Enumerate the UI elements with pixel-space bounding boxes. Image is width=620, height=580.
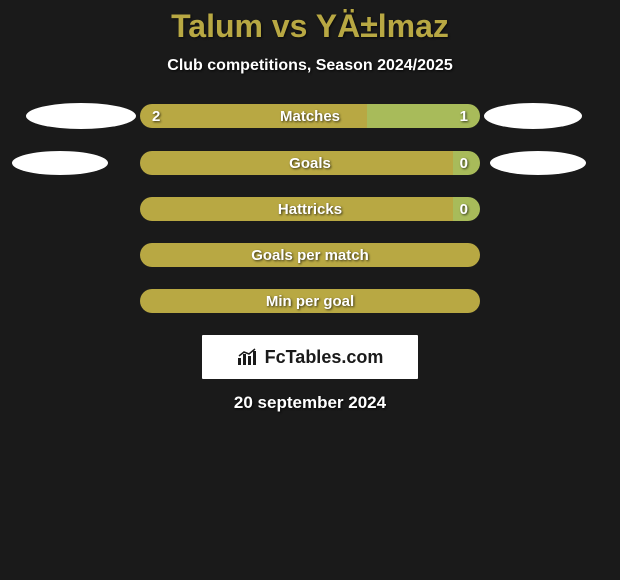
avatar-ellipse-right (484, 103, 582, 129)
right-slot (490, 103, 620, 129)
stat-row: 0Goals (0, 151, 620, 175)
stat-label: Matches (140, 104, 480, 128)
stat-label: Hattricks (140, 197, 480, 221)
stat-row: 0Hattricks (0, 197, 620, 221)
stat-rows: 21Matches 0Goals 0Hattricks Goals per match… (0, 103, 620, 313)
left-slot (0, 151, 130, 175)
avatar-ellipse-right (490, 151, 586, 175)
stat-bar: Min per goal (140, 289, 480, 313)
stat-bar: 21Matches (140, 104, 480, 128)
brand-box[interactable]: FcTables.com (202, 335, 418, 379)
stat-label: Goals per match (140, 243, 480, 267)
stat-label: Min per goal (140, 289, 480, 313)
avatar-ellipse-left (12, 151, 108, 175)
page-title: Talum vs YÄ±lmaz (0, 8, 620, 45)
stat-bar: Goals per match (140, 243, 480, 267)
date-text: 20 september 2024 (0, 393, 620, 413)
stat-row: 21Matches (0, 103, 620, 129)
avatar-ellipse-left (26, 103, 136, 129)
brand-inner: FcTables.com (237, 347, 384, 368)
comparison-card: Talum vs YÄ±lmaz Club competitions, Seas… (0, 0, 620, 413)
right-slot (490, 151, 620, 175)
stat-row: Min per goal (0, 289, 620, 313)
left-slot (0, 103, 130, 129)
stat-bar: 0Goals (140, 151, 480, 175)
stat-bar: 0Hattricks (140, 197, 480, 221)
subtitle: Club competitions, Season 2024/2025 (0, 57, 620, 75)
bars-icon (237, 348, 259, 366)
brand-text: FcTables.com (265, 347, 384, 368)
stat-row: Goals per match (0, 243, 620, 267)
stat-label: Goals (140, 151, 480, 175)
